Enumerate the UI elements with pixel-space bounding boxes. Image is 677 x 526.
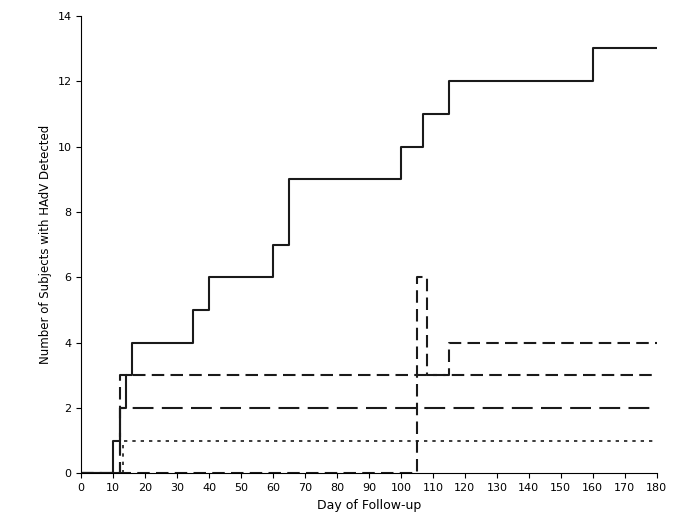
X-axis label: Day of Follow-up: Day of Follow-up [317, 499, 421, 512]
Y-axis label: Number of Subjects with HAdV Detected: Number of Subjects with HAdV Detected [39, 125, 52, 364]
